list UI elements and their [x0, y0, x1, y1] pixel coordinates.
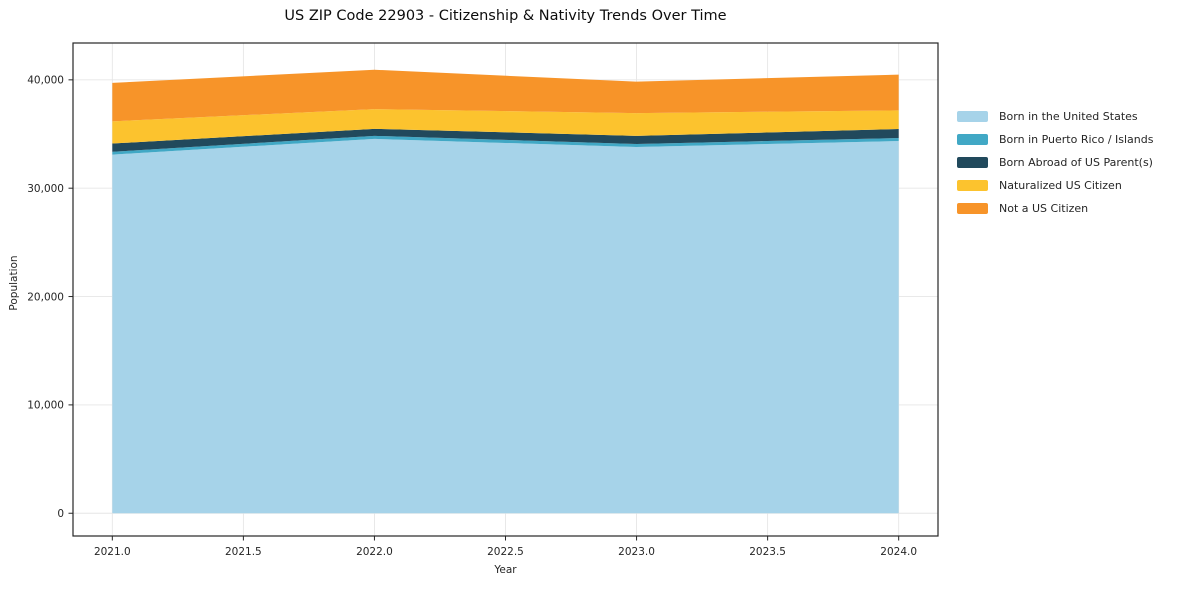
- x-axis-label: Year: [494, 564, 517, 576]
- legend-swatch: [957, 111, 988, 122]
- area-born-in-puerto-rico-islands: [112, 135, 899, 155]
- area-born-in-the-united-states: [112, 138, 899, 514]
- legend-item: Not a US Citizen: [957, 197, 1153, 220]
- y-tick-label: 20,000: [27, 291, 64, 303]
- y-tick-label: 0: [57, 508, 64, 520]
- legend-item: Born Abroad of US Parent(s): [957, 151, 1153, 174]
- legend-label: Born in Puerto Rico / Islands: [999, 133, 1154, 146]
- x-tick-label: 2024.0: [880, 546, 917, 558]
- legend-swatch: [957, 180, 988, 191]
- legend-label: Not a US Citizen: [999, 202, 1089, 215]
- legend-swatch: [957, 134, 988, 145]
- legend-item: Naturalized US Citizen: [957, 174, 1153, 197]
- legend-item: Born in the United States: [957, 105, 1153, 128]
- y-tick-label: 30,000: [27, 183, 64, 195]
- y-tick-label: 10,000: [27, 400, 64, 412]
- x-tick-label: 2021.0: [94, 546, 131, 558]
- legend-label: Born Abroad of US Parent(s): [999, 156, 1153, 169]
- legend: Born in the United States Born in Puerto …: [957, 105, 1153, 220]
- legend-swatch: [957, 157, 988, 168]
- y-tick-label: 40,000: [27, 75, 64, 87]
- area-naturalized-us-citizen: [112, 109, 899, 144]
- legend-label: Naturalized US Citizen: [999, 179, 1122, 192]
- x-tick-label: 2022.0: [356, 546, 393, 558]
- area-not-a-us-citizen: [112, 69, 899, 122]
- legend-item: Born in Puerto Rico / Islands: [957, 128, 1153, 151]
- x-tick-label: 2021.5: [225, 546, 262, 558]
- legend-swatch: [957, 203, 988, 214]
- legend-label: Born in the United States: [999, 110, 1138, 123]
- x-tick-label: 2022.5: [487, 546, 524, 558]
- y-axis-label: Population: [8, 255, 20, 311]
- x-tick-label: 2023.5: [749, 546, 786, 558]
- chart-title: US ZIP Code 22903 - Citizenship & Nativi…: [284, 8, 727, 24]
- x-tick-label: 2023.0: [618, 546, 655, 558]
- area-born-abroad-of-us-parent-s: [112, 128, 899, 152]
